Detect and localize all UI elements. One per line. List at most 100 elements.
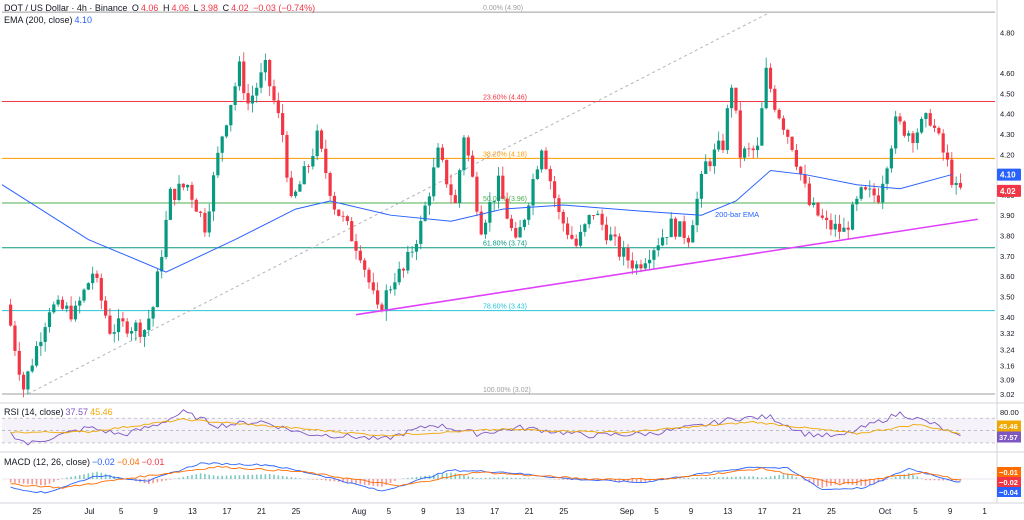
- candle-body: [177, 183, 181, 200]
- candle-body: [622, 247, 626, 257]
- candle-body: [954, 182, 958, 185]
- macd-histogram-bar: [195, 474, 198, 479]
- candle-body: [958, 182, 963, 188]
- macd-histogram-bar: [631, 479, 634, 483]
- macd-signal-line: [10, 465, 961, 489]
- candle-body: [812, 202, 816, 206]
- candle-body: [281, 113, 285, 135]
- macd-histogram-bar: [890, 478, 893, 479]
- candle-body: [276, 100, 280, 114]
- macd-histogram-bar: [467, 476, 470, 479]
- candle-body: [578, 231, 583, 246]
- macd-histogram-bar: [445, 473, 448, 479]
- rsi-line: [10, 409, 961, 446]
- candle-body: [708, 161, 712, 167]
- time-axis-tick: 21: [792, 507, 801, 516]
- candle-body: [656, 245, 660, 251]
- macd-histogram-bar: [346, 479, 349, 483]
- candle-body: [34, 346, 39, 366]
- macd-histogram-bar: [160, 479, 163, 482]
- macd-histogram-bar: [860, 479, 862, 486]
- macd-histogram-bar: [938, 479, 940, 481]
- time-axis-tick: 9: [948, 507, 953, 516]
- candle-body: [531, 179, 535, 206]
- candle-body: [609, 234, 613, 241]
- candle-body: [652, 250, 656, 260]
- candle-body: [104, 300, 108, 316]
- macd-histogram-bar: [212, 475, 215, 479]
- candle-body: [820, 215, 824, 218]
- macd-histogram-bar: [769, 476, 772, 479]
- candle-body: [350, 221, 354, 242]
- candle-body: [941, 133, 945, 153]
- macd-histogram-bar: [717, 477, 720, 479]
- macd-histogram-bar: [299, 478, 301, 479]
- candle-body: [846, 227, 850, 230]
- support-trendline: [355, 218, 978, 316]
- candle-body: [764, 67, 768, 109]
- time-axis-tick: 9: [689, 507, 694, 516]
- candle-body: [272, 86, 276, 101]
- candle-body: [617, 236, 621, 257]
- candle-body: [246, 93, 250, 104]
- macd-histogram-bar: [454, 473, 457, 479]
- macd-histogram-bar: [765, 477, 767, 479]
- candle-body: [600, 213, 604, 225]
- ema-label: EMA (200, close): [4, 15, 73, 25]
- macd-histogram-bar: [156, 479, 159, 483]
- candle-body: [388, 289, 393, 291]
- macd-histogram-bar: [44, 479, 46, 486]
- macd-histogram-bar: [281, 475, 284, 479]
- candle-body: [116, 318, 121, 333]
- macd-histogram-bar: [907, 473, 910, 479]
- macd-histogram-bar: [497, 477, 500, 479]
- macd-histogram-bar: [277, 475, 280, 479]
- macd-histogram-bar: [644, 479, 647, 482]
- macd-histogram-bar: [903, 474, 906, 479]
- macd-histogram-bar: [268, 474, 271, 479]
- macd-histogram-bar: [834, 479, 837, 485]
- macd-histogram-bar: [57, 479, 59, 481]
- candle-body: [829, 220, 833, 230]
- macd-badge-label: −0.02: [999, 478, 1018, 487]
- open-value: 4.06: [140, 3, 159, 13]
- candle-body: [509, 218, 514, 229]
- candle-body: [186, 184, 190, 188]
- candle-body: [190, 184, 194, 200]
- macd-histogram-bar: [920, 478, 923, 479]
- candle-body: [203, 212, 207, 233]
- macd-histogram-bar: [726, 476, 729, 479]
- macd-histogram-bar: [597, 479, 599, 481]
- price-axis-tick: 4.40: [1000, 110, 1015, 119]
- macd-histogram-bar: [247, 474, 249, 479]
- rsi-header: RSI (14, close) 37.57 45.46: [4, 407, 115, 417]
- price-axis-tick: 4.60: [1000, 69, 1015, 78]
- candle-body: [863, 187, 868, 190]
- macd-histogram-bar: [31, 479, 34, 485]
- macd-histogram-bar: [868, 479, 871, 485]
- time-axis-tick: 1: [982, 507, 987, 516]
- ema-header: EMA (200, close) 4.10: [4, 15, 94, 25]
- candle-body: [216, 152, 220, 176]
- candle-body: [470, 155, 475, 177]
- time-axis-tick: 25: [292, 507, 301, 516]
- macd-histogram-bar: [575, 479, 578, 481]
- macd-histogram-bar: [899, 475, 901, 479]
- macd-histogram-bar: [230, 475, 232, 479]
- candle-body: [665, 237, 669, 238]
- candle-body: [168, 188, 172, 220]
- candle-body: [773, 88, 777, 110]
- macd-histogram-bar: [748, 476, 750, 479]
- fib-level-label: 50.00% (3.96): [483, 196, 527, 203]
- candle-body: [199, 211, 203, 213]
- candle-body: [13, 325, 17, 351]
- macd-histogram-bar: [881, 479, 884, 481]
- candle-body: [466, 137, 470, 156]
- rsi-badge: [997, 431, 1021, 443]
- candle-body: [742, 148, 747, 158]
- candle-body: [458, 170, 462, 203]
- candle-body: [449, 184, 453, 196]
- candle-body: [755, 145, 760, 151]
- macd-histogram-bar: [691, 477, 694, 479]
